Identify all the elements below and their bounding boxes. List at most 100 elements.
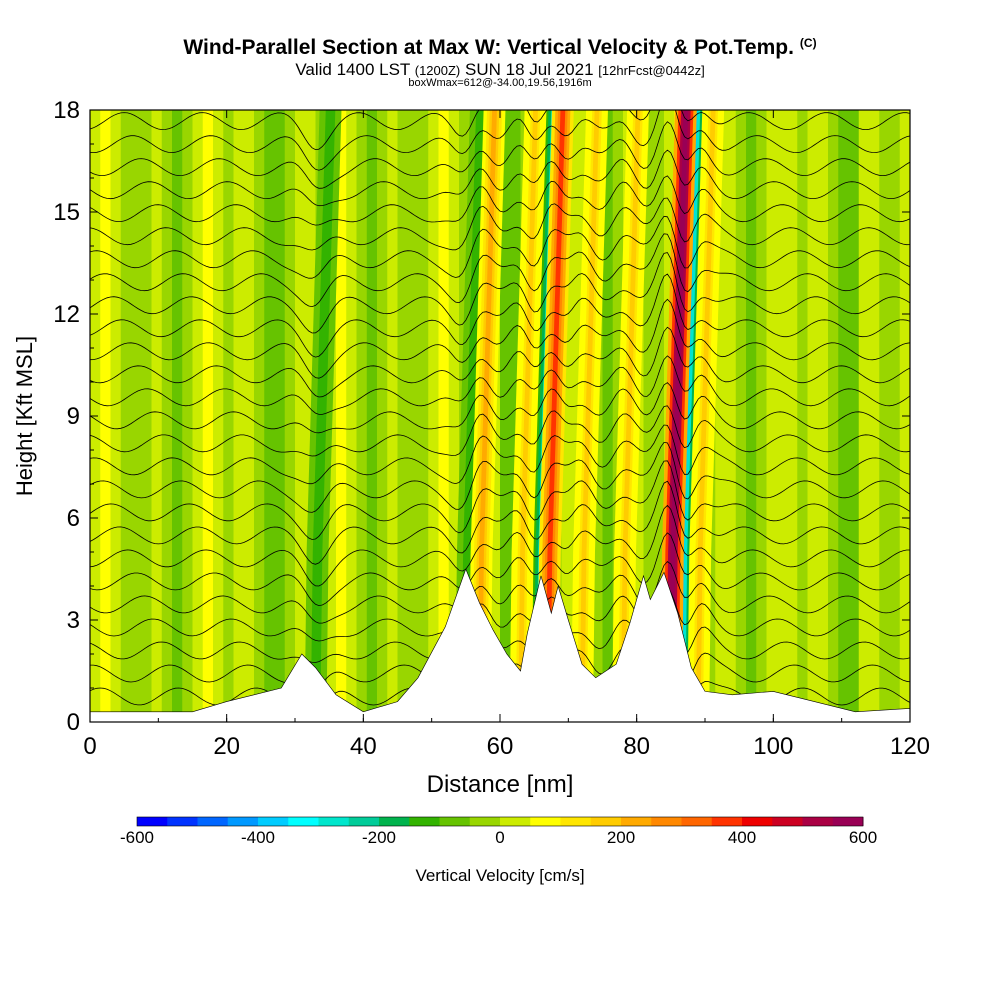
field-column: [120, 110, 132, 722]
colorbar-swatch: [681, 817, 713, 826]
field-column: [202, 110, 214, 722]
colorbar-frame: [136, 816, 864, 827]
colorbar-tick-label: -400: [241, 828, 275, 847]
isentrope: [90, 215, 910, 279]
colorbar-swatch: [832, 817, 864, 826]
x-tick-label: 0: [83, 733, 96, 760]
isentrope: [90, 355, 910, 415]
field-column: [254, 110, 265, 722]
field-column: [182, 110, 194, 722]
colorbar-swatch: [197, 817, 229, 826]
updraft-5: [579, 110, 600, 722]
colorbar-tick-label: -600: [120, 828, 154, 847]
field-column: [428, 110, 440, 722]
field-column: [735, 110, 747, 722]
y-tick-label: 18: [53, 97, 80, 124]
x-tick-label: 20: [213, 733, 240, 760]
field-column: [407, 110, 419, 722]
colorbar: -600 -400 -200 0 200 400 600 Vertical Velocity …: [120, 816, 877, 885]
colorbar-tick-label: 200: [607, 828, 635, 847]
field-column: [284, 110, 296, 722]
isentrope: [90, 424, 910, 485]
colorbar-tick-label: 0: [495, 828, 504, 847]
x-tick-label: 80: [623, 733, 650, 760]
y-tick-label: 12: [53, 301, 80, 328]
x-tick-label: 100: [753, 733, 793, 760]
field-column: [172, 110, 183, 722]
isentrope: [90, 326, 910, 398]
updraft-3: [477, 110, 497, 722]
colorbar-swatch: [409, 817, 440, 826]
field-column: [848, 110, 860, 722]
updraft-6: [620, 110, 641, 722]
isentrope: [90, 504, 910, 587]
field-column: [151, 110, 163, 722]
isentrope: [90, 121, 910, 189]
field-column: [715, 110, 727, 722]
field-column: [131, 110, 142, 722]
updraft-4: [518, 110, 538, 722]
y-tick-label: 0: [67, 709, 80, 736]
chart-subtitle: Valid 1400 LST (1200Z) SUN 18 Jul 2021 […: [295, 60, 705, 79]
colorbar-swatch: [288, 817, 319, 826]
field-column: [817, 110, 829, 722]
isentrope: [90, 110, 910, 151]
isentrope: [90, 560, 910, 624]
isentrope: [90, 460, 910, 540]
field-column: [233, 110, 245, 722]
colorbar-swatch: [379, 817, 410, 826]
velocity-field: [90, 110, 910, 722]
isentrope: [90, 175, 910, 226]
colorbar-label: Vertical Velocity [cm/s]: [415, 866, 584, 885]
terrain-profile: [90, 568, 910, 722]
field-column: [100, 110, 112, 722]
field-column: [274, 110, 286, 722]
field-column: [653, 110, 665, 722]
colorbar-swatch: [651, 817, 682, 826]
colorbar-swatch: [258, 817, 289, 826]
chart-box-info: boxWmax=612@-34.00,19.56,1916m: [408, 77, 592, 89]
field-column: [776, 110, 788, 722]
colorbar-swatch: [590, 817, 622, 826]
isentrope: [90, 480, 910, 565]
isentrope: [90, 532, 910, 607]
colorbar-swatch: [742, 817, 773, 826]
isentrope: [90, 588, 910, 642]
field-column: [295, 110, 306, 722]
isentrope: [90, 405, 910, 457]
copyright-mark: (C): [799, 36, 817, 50]
colorbar-swatch: [711, 817, 743, 826]
y-tick-label: 9: [67, 403, 80, 430]
updraft-7: [695, 110, 716, 722]
x-tick-label: 60: [487, 733, 514, 760]
field-column: [438, 110, 450, 722]
isentrope: [90, 298, 910, 379]
colorbar-swatch: [348, 817, 380, 826]
chart-title: Wind-Parallel Section at Max W: Vertical…: [183, 36, 817, 59]
isentrope: [90, 197, 910, 251]
colorbar-swatch: [500, 817, 531, 826]
field-column: [858, 110, 870, 722]
x-tick-label: 120: [890, 733, 930, 760]
terrain: [90, 568, 910, 722]
field-column: [141, 110, 153, 722]
field-column: [725, 110, 737, 722]
field-column: [418, 110, 429, 722]
colorbar-swatch: [318, 817, 350, 826]
colorbar-swatch: [772, 817, 803, 826]
isentrope: [90, 233, 910, 308]
field-column: [756, 110, 768, 722]
colorbar-swatch: [439, 817, 471, 826]
field-column: [223, 110, 235, 722]
x-tick-label: 40: [350, 733, 377, 760]
field-column: [448, 110, 460, 722]
field-column: [161, 110, 173, 722]
colorbar-swatch: [802, 817, 834, 826]
field-column: [366, 110, 378, 722]
field-column: [561, 110, 573, 722]
field-column: [889, 110, 901, 722]
field-column: [387, 110, 399, 722]
colorbar-tick-label: -200: [362, 828, 396, 847]
field-column: [377, 110, 388, 722]
